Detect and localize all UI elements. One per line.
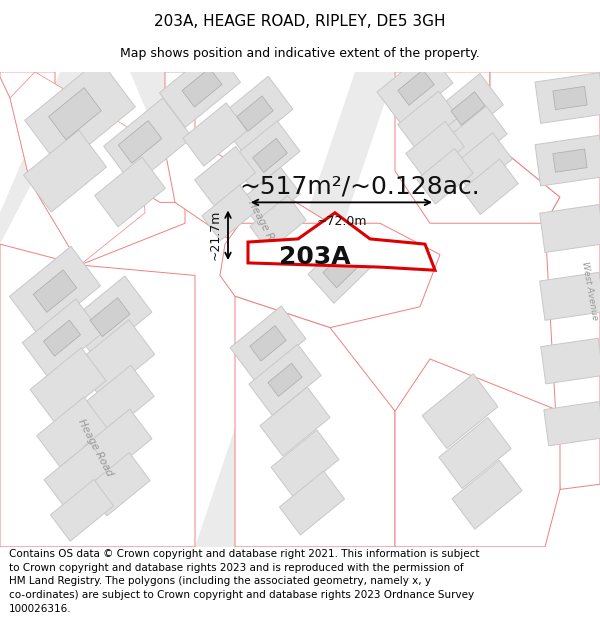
Text: ~21.7m: ~21.7m (209, 210, 222, 261)
Polygon shape (280, 471, 344, 535)
Polygon shape (230, 121, 300, 190)
Polygon shape (220, 223, 440, 328)
Polygon shape (195, 72, 395, 547)
Polygon shape (50, 479, 113, 541)
Polygon shape (451, 92, 485, 125)
Polygon shape (443, 106, 507, 169)
Text: Map shows position and indicative extent of the property.: Map shows position and indicative extent… (120, 48, 480, 61)
Polygon shape (268, 363, 302, 396)
Polygon shape (160, 48, 241, 128)
Polygon shape (406, 121, 464, 179)
Text: Heage Road: Heage Road (76, 418, 114, 478)
Polygon shape (323, 253, 357, 288)
Polygon shape (118, 121, 162, 163)
Polygon shape (417, 149, 473, 204)
Polygon shape (82, 365, 154, 436)
Polygon shape (544, 401, 600, 446)
Polygon shape (452, 133, 512, 192)
Polygon shape (37, 397, 107, 467)
Polygon shape (202, 185, 258, 241)
Polygon shape (0, 422, 75, 547)
Polygon shape (253, 138, 287, 172)
Polygon shape (422, 374, 498, 449)
Polygon shape (33, 270, 77, 312)
Polygon shape (395, 72, 560, 223)
Polygon shape (239, 168, 301, 227)
Text: 203A, HEAGE ROAD, RIPLEY, DE5 3GH: 203A, HEAGE ROAD, RIPLEY, DE5 3GH (154, 14, 446, 29)
Polygon shape (433, 74, 503, 143)
Polygon shape (237, 96, 273, 131)
Polygon shape (250, 196, 306, 251)
Polygon shape (553, 149, 587, 173)
Polygon shape (95, 157, 166, 227)
Polygon shape (452, 460, 522, 529)
Polygon shape (165, 72, 340, 281)
Polygon shape (271, 430, 339, 497)
Polygon shape (49, 88, 101, 139)
Polygon shape (0, 72, 185, 265)
Polygon shape (539, 272, 600, 321)
Polygon shape (44, 442, 112, 509)
Polygon shape (0, 244, 195, 547)
Polygon shape (84, 409, 152, 476)
Polygon shape (10, 246, 101, 336)
Polygon shape (541, 338, 600, 384)
Polygon shape (183, 103, 247, 166)
Polygon shape (25, 59, 135, 168)
Polygon shape (553, 86, 587, 109)
Polygon shape (250, 326, 286, 361)
Polygon shape (248, 213, 435, 270)
Polygon shape (308, 238, 372, 303)
Polygon shape (398, 91, 458, 151)
Polygon shape (249, 344, 321, 416)
Polygon shape (235, 296, 395, 547)
Polygon shape (490, 72, 600, 192)
Polygon shape (535, 72, 600, 123)
Text: ~72.0m: ~72.0m (316, 215, 367, 228)
Polygon shape (104, 98, 193, 186)
Polygon shape (539, 204, 600, 252)
Text: West Avenue: West Avenue (580, 261, 599, 321)
Polygon shape (22, 299, 102, 378)
Polygon shape (395, 359, 560, 547)
Polygon shape (194, 146, 256, 206)
Polygon shape (0, 72, 90, 244)
Polygon shape (182, 68, 222, 107)
Polygon shape (23, 130, 106, 212)
Polygon shape (90, 298, 130, 337)
Polygon shape (439, 418, 511, 489)
Polygon shape (75, 320, 155, 398)
Text: 203A: 203A (279, 244, 351, 269)
Text: Contains OS data © Crown copyright and database right 2021. This information is : Contains OS data © Crown copyright and d… (9, 549, 479, 614)
Polygon shape (398, 70, 434, 105)
Polygon shape (535, 135, 600, 186)
Polygon shape (377, 50, 453, 125)
Polygon shape (43, 320, 80, 356)
Polygon shape (260, 387, 330, 456)
Polygon shape (0, 72, 600, 547)
Polygon shape (30, 348, 106, 423)
Polygon shape (217, 76, 293, 151)
Polygon shape (462, 159, 518, 214)
Polygon shape (10, 72, 145, 265)
Polygon shape (130, 72, 220, 202)
Polygon shape (490, 72, 600, 489)
Polygon shape (230, 306, 306, 381)
Polygon shape (86, 452, 150, 516)
Polygon shape (68, 276, 152, 359)
Text: ~517m²/~0.128ac.: ~517m²/~0.128ac. (239, 175, 481, 199)
Text: Heage Road: Heage Road (246, 198, 284, 259)
